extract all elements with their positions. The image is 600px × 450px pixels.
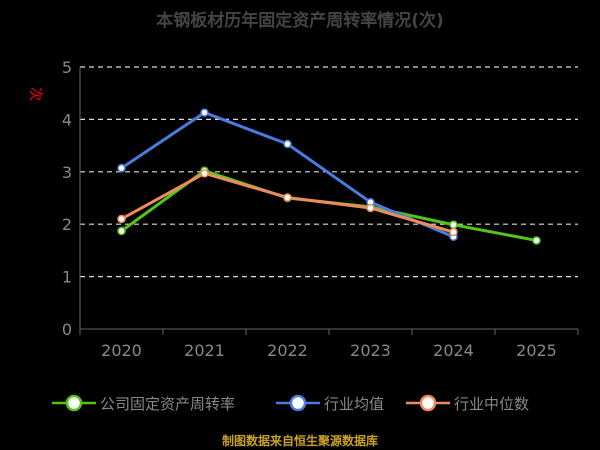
legend-item-company[interactable]: 公司固定资产周转率 [52,388,235,418]
y-tick-label: 2 [62,215,72,234]
legend-item-industry-mean[interactable]: 行业均值 [276,388,384,418]
x-tick-label: 2022 [267,341,308,360]
data-point-series-2 [449,227,458,237]
legend-label-industry-median: 行业中位数 [454,394,530,413]
data-point-series-2 [283,193,292,202]
legend: 公司固定资产周转率 行业均值 行业中位数 [0,388,600,418]
grid-lines [80,66,578,278]
legend-marker-industry-mean [276,394,320,412]
legend-label-industry-mean: 行业均值 [324,394,385,413]
data-point-series-1 [200,108,209,117]
tick-labels: 0 1 2 3 4 5 2020 2021 2022 2023 2024 2025 [62,58,557,360]
y-axis-unit-text: 次 [28,87,43,101]
y-tick-label: 3 [62,163,72,182]
line-chart: 0 1 2 3 4 5 2020 2021 2022 2023 2024 2025 [62,58,579,360]
data-point-series-0 [449,220,458,229]
axes [79,67,579,335]
data-point-series-2 [117,214,126,224]
x-tick-label: 2020 [101,341,142,360]
data-point-series-2 [366,203,375,213]
data-point-series-2 [200,169,209,178]
series-line-2 [120,171,454,234]
data-source-note: 制图数据来自恒生聚源数据库 [221,434,378,448]
series-line-0 [120,169,537,242]
y-tick-label: 1 [62,268,72,287]
series-lines [117,108,541,245]
legend-item-industry-median[interactable]: 行业中位数 [406,388,529,418]
x-tick-label: 2024 [433,341,474,360]
y-tick-label: 4 [62,110,72,129]
x-tick-label: 2025 [516,341,557,360]
x-tick-label: 2023 [350,341,391,360]
y-tick-label: 5 [62,58,72,77]
data-point-series-1 [283,139,292,149]
y-tick-label: 0 [62,320,72,339]
y-axis-unit-label: 次 [28,87,43,101]
legend-label-company: 公司固定资产周转率 [100,394,236,413]
x-tick-label: 2021 [184,341,225,360]
chart-title: 本钢板材历年固定资产周转率情况(次) [156,11,444,31]
legend-marker-industry-median [406,394,450,412]
data-point-series-1 [117,163,126,173]
data-point-series-0 [117,226,126,236]
legend-marker-company [52,394,96,412]
data-point-series-0 [532,236,541,245]
